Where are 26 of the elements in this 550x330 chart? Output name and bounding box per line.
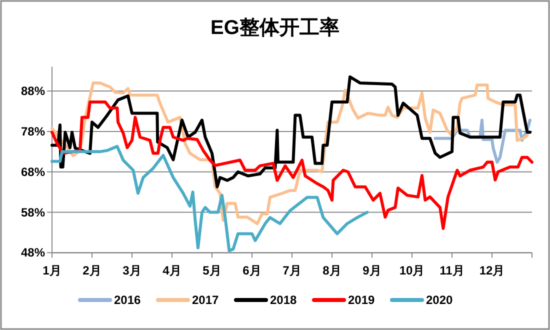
legend-label: 2016 xyxy=(114,293,142,307)
y-tick-label: 78% xyxy=(20,124,46,138)
legend-label: 2018 xyxy=(270,293,298,307)
x-tick-label: 7月 xyxy=(282,264,302,278)
y-tick-label: 88% xyxy=(20,84,46,98)
chart-title: EG整体开工率 xyxy=(210,16,340,39)
legend-label: 2017 xyxy=(192,293,220,307)
line-series xyxy=(50,75,532,188)
y-tick-label: 58% xyxy=(20,205,46,220)
x-tick-label: 8月 xyxy=(322,264,342,278)
legend-label: 2019 xyxy=(348,293,376,307)
x-tick-label: 4月 xyxy=(162,264,182,278)
line-series xyxy=(50,100,534,230)
x-tick-label: 3月 xyxy=(122,264,142,278)
x-tick-label: 12月 xyxy=(479,264,505,278)
x-tick-label: 10月 xyxy=(399,264,425,278)
line-series xyxy=(50,144,369,252)
x-tick-label: 6月 xyxy=(242,264,262,278)
y-tick-label: 48% xyxy=(20,246,46,260)
x-tick-label: 1月 xyxy=(42,264,62,278)
x-tick-label: 11月 xyxy=(440,264,464,278)
legend-label: 2020 xyxy=(426,293,454,307)
x-tick-label: 9月 xyxy=(362,264,382,278)
y-tick-label: 68% xyxy=(20,164,46,179)
x-tick-label: 2月 xyxy=(82,264,102,278)
x-tick-label: 5月 xyxy=(202,264,222,278)
